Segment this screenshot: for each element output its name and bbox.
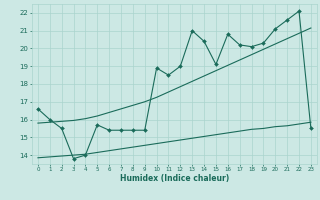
X-axis label: Humidex (Indice chaleur): Humidex (Indice chaleur) xyxy=(120,174,229,183)
